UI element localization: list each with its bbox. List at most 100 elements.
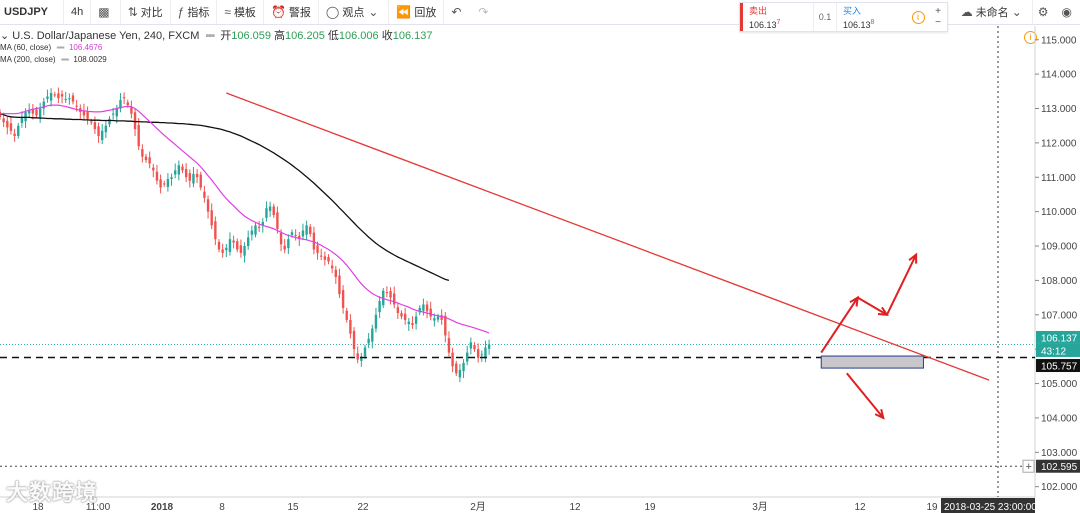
candle-body [68,98,71,100]
legend-menu-dots[interactable]: ▪▪▪ [205,30,215,42]
candle-body [447,338,451,353]
templates-label: 模板 [233,7,256,19]
candle-body [163,183,166,185]
candle-body [93,122,97,130]
trendline [226,92,990,381]
candle-body [407,321,410,325]
crosshair-time-bg [941,498,1035,513]
x-tick-label: 18 [32,502,44,513]
candle-body [97,126,100,137]
support-price-label: 105.757 [1041,362,1078,373]
buy-button[interactable]: 买入 106.138 [837,3,907,31]
candle-body [71,95,75,102]
buy-sell-widget: 卖出 106.137 0.1 买入 106.138 i + − [739,2,948,32]
candle-body [199,174,202,188]
layout-name-button[interactable]: ☁ 未命名 ⌄ [954,0,1033,24]
candle-body [301,230,305,237]
compare-icon: ⇅ [127,5,138,19]
y-tick-label: 114.000 [1041,70,1077,81]
sell-button[interactable]: 卖出 106.137 [740,3,813,31]
indicators-icon: ƒ [177,5,185,19]
candle-body [265,208,268,218]
candle-body [203,191,206,198]
candle-body [312,232,316,250]
symbol-search-button[interactable]: USDJPY [0,0,64,24]
x-tick-label: 12 [569,502,581,513]
sell-price-sup: 7 [776,19,781,26]
y-tick-label: 110.000 [1041,207,1077,218]
candle-body [414,316,418,324]
redo-icon: ↷ [478,5,489,19]
replay-button[interactable]: ⏪ 回放 [389,0,445,24]
x-tick-label: 2018 [151,502,174,513]
crosshair-price-label: 102.595 [1041,462,1078,473]
redo-button[interactable]: ↷ [471,0,498,24]
buy-price: 106.138 [843,17,901,31]
candle-body [261,221,264,226]
candle-body [290,232,294,236]
candle-body [192,173,195,184]
undo-button[interactable]: ↶ [444,0,471,24]
warning-icon[interactable]: i [1024,31,1037,44]
x-tick-label: 22 [357,502,369,513]
alert-button[interactable]: ⏰ 警报 [264,0,319,24]
compare-button[interactable]: ⇅ 对比 [121,0,171,24]
high-label: 高 [274,30,286,42]
watermark-logo: 大数跨境 [6,480,99,505]
ma60-menu-dots[interactable]: ▪▪▪▪ [56,43,64,52]
y-tick-label: 107.000 [1041,310,1078,321]
candle-body [480,354,483,356]
snapshot-button[interactable]: ◉ [1057,0,1080,24]
candle-body [371,328,374,342]
candle-body [195,173,199,178]
candle-body [137,125,140,147]
ideas-button[interactable]: ◯ 观点 ⌄ [319,0,390,24]
candle-body [184,169,188,178]
templates-button[interactable]: ≈ 模板 [217,0,264,24]
candle-body [469,342,473,349]
candle-body [13,133,16,137]
legend-ma60-row[interactable]: MA (60, close) ▪▪▪▪ 106.4676 [0,42,432,54]
replay-label: 回放 [414,7,437,19]
candle-body [309,226,312,234]
symbol-label: USDJPY [4,6,49,18]
candle-body [148,157,151,164]
indicators-button[interactable]: ƒ 指标 [171,0,218,24]
candle-body [206,199,210,212]
y-tick-label: 102.000 [1041,482,1078,493]
candle-body [101,130,104,141]
y-tick-label: 104.000 [1041,413,1078,424]
candle-body [236,241,239,250]
candle-body [243,246,246,256]
scenario-arrow-shaft [886,254,918,316]
candle-body [24,111,27,122]
candle-body [28,110,31,114]
candle-body [330,265,334,269]
candle-body [53,94,56,96]
candle-body [396,307,400,314]
candle-body [429,308,432,317]
candle-body [155,171,159,181]
candle-body [458,369,462,378]
candle-body [130,106,133,114]
support-price-label-bg [1036,359,1080,373]
candle-body [327,257,330,262]
info-button[interactable]: i [907,3,929,31]
settings-button[interactable]: ⚙ [1033,0,1057,24]
candles-group [0,87,491,383]
candle-body [64,98,67,100]
x-tick-label: 8 [219,502,225,513]
plus-icon[interactable]: + [935,6,941,17]
open-value: 106.059 [231,30,271,42]
legend-collapse-icon[interactable]: ⌄ [0,30,10,42]
candle-body [345,310,348,320]
ma200-menu-dots[interactable]: ▪▪▪▪ [60,55,69,64]
minus-icon[interactable]: − [935,17,941,28]
chart-type-button[interactable]: ▩ [91,0,121,24]
add-alert-button-bg [1022,459,1035,473]
chart-legend: ⌄ U.S. Dollar/Japanese Yen, 240, FXCM ▪▪… [0,30,432,66]
ma200-label: MA (200, close) [0,55,56,64]
interval-button[interactable]: 4h [64,0,92,24]
legend-ma200-row[interactable]: MA (200, close) ▪▪▪▪ 108.0029 [0,54,432,66]
